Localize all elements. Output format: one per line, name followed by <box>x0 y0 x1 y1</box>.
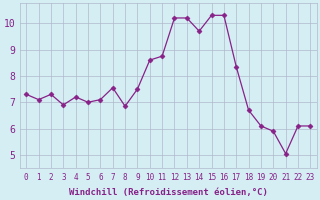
X-axis label: Windchill (Refroidissement éolien,°C): Windchill (Refroidissement éolien,°C) <box>69 188 268 197</box>
